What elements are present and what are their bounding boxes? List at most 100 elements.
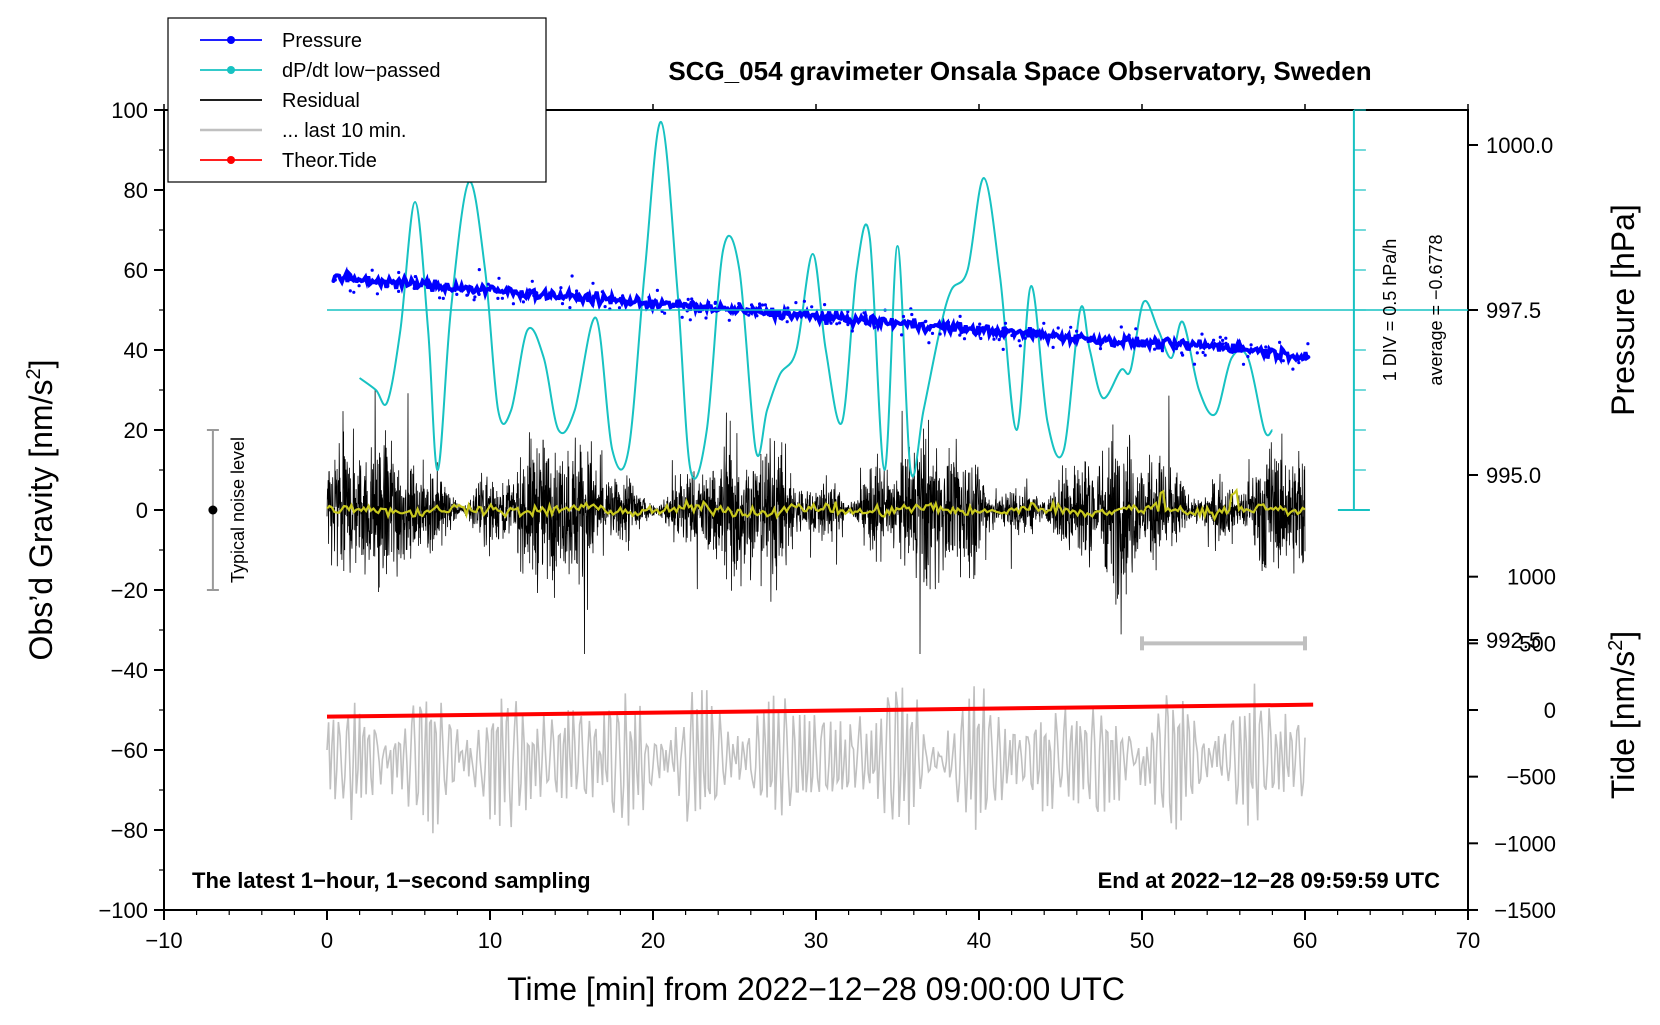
tide-tick-label: 1000: [1507, 565, 1556, 590]
pressure-point: [835, 322, 839, 326]
pressure-point: [1153, 347, 1157, 351]
pressure-point: [481, 284, 485, 288]
pressure-point: [908, 320, 912, 325]
pressure-point: [1101, 340, 1105, 344]
pressure-point: [962, 337, 967, 341]
x-tick-label: 10: [478, 928, 502, 953]
pressure-point: [845, 314, 849, 318]
average-label: average = −0.6778: [1426, 234, 1446, 385]
pressure-point: [511, 302, 515, 306]
pressure-point: [1212, 338, 1216, 342]
pressure-point: [650, 299, 655, 303]
legend-label: dP/dt low−passed: [282, 60, 440, 82]
dpdt-series: [359, 120, 1274, 480]
pressure-point: [1225, 347, 1229, 351]
pressure-point: [1160, 349, 1164, 353]
pressure-point: [1092, 339, 1097, 343]
legend: Pressure dP/dt low−passed Residual ... last…: [167, 17, 547, 183]
pressure-point: [1174, 347, 1178, 351]
x-tick-label: 0: [321, 928, 333, 953]
pressure-point: [1224, 336, 1228, 340]
pressure-point: [1079, 333, 1083, 337]
tide-axis-label-end: ]: [1605, 631, 1641, 640]
pressure-point: [864, 314, 868, 318]
pressure-point: [823, 303, 827, 307]
pressure-point: [850, 329, 854, 333]
pressure-point: [603, 305, 607, 309]
pressure-point: [763, 303, 768, 307]
x-tick-label: 20: [641, 928, 665, 953]
pressure-point: [600, 290, 604, 294]
pressure-point: [349, 274, 353, 278]
pressure-point: [1251, 348, 1255, 352]
y-tick-label: 0: [136, 498, 148, 523]
pressure-point: [978, 326, 982, 330]
pressure-point: [654, 299, 658, 303]
pressure-point: [374, 278, 378, 283]
x-tick-label: 60: [1293, 928, 1317, 953]
pressure-point: [1275, 356, 1280, 360]
pressure-point: [1000, 331, 1005, 335]
pressure-point: [1241, 362, 1246, 366]
pressure-point: [575, 289, 579, 293]
pressure-point: [841, 314, 845, 318]
pressure-point: [672, 304, 676, 309]
pressure-point: [471, 291, 475, 295]
pressure-point: [557, 296, 561, 301]
pressure-point: [695, 302, 699, 307]
pressure-point: [591, 303, 595, 307]
y-tick-label: −80: [111, 818, 148, 843]
pressure-point: [1131, 341, 1135, 345]
y-tick-label: −40: [111, 658, 148, 683]
y-tick-label: 20: [124, 418, 148, 443]
pressure-point: [568, 306, 572, 310]
pressure-point: [496, 296, 500, 300]
residual-series: [326, 389, 1306, 655]
pressure-point: [358, 277, 362, 281]
pressure-point: [737, 302, 741, 306]
legend-label: Theor.Tide: [282, 150, 377, 172]
tide-tick-label: −1000: [1494, 831, 1556, 856]
pressure-point: [333, 278, 337, 282]
pressure-point: [1001, 347, 1005, 351]
pressure-point: [617, 306, 622, 310]
y-tick-label: 40: [124, 338, 148, 363]
pressure-point: [535, 291, 539, 295]
pressure-point: [900, 333, 904, 337]
pressure-point: [521, 300, 526, 304]
tide-axis-label-sup: 2: [1605, 640, 1627, 651]
pressure-point: [786, 306, 790, 310]
pressure-point: [704, 316, 708, 320]
pressure-point: [510, 289, 514, 293]
pressure-point: [455, 292, 459, 296]
pressure-point: [910, 312, 914, 317]
pressure-point: [1089, 335, 1093, 339]
pressure-point: [866, 320, 870, 324]
pressure-tick-label: 1000.0: [1486, 133, 1553, 158]
pressure-point: [958, 314, 962, 318]
pressure-point: [1069, 325, 1073, 329]
pressure-point: [476, 290, 480, 294]
pressure-point: [1224, 341, 1228, 345]
pressure-point: [1157, 345, 1161, 349]
pressure-point: [618, 296, 622, 300]
pressure-point: [1042, 321, 1046, 325]
tide-tick-label: −500: [1506, 765, 1556, 790]
legend-marker: [227, 36, 235, 44]
pressure-point: [958, 333, 962, 337]
pressure-point: [1264, 345, 1268, 349]
pressure-point: [997, 338, 1001, 342]
pressure-point: [760, 303, 765, 307]
pressure-point: [1291, 367, 1295, 371]
pressure-point: [850, 321, 854, 325]
pressure-point: [758, 302, 762, 306]
pressure-point: [550, 290, 554, 294]
x-tick-label: 30: [804, 928, 828, 953]
pressure-point: [578, 295, 583, 299]
pressure-point: [707, 300, 711, 304]
pressure-point: [794, 301, 798, 305]
pressure-point: [1051, 345, 1055, 349]
pressure-point: [1134, 327, 1138, 331]
pressure-point: [413, 275, 417, 279]
